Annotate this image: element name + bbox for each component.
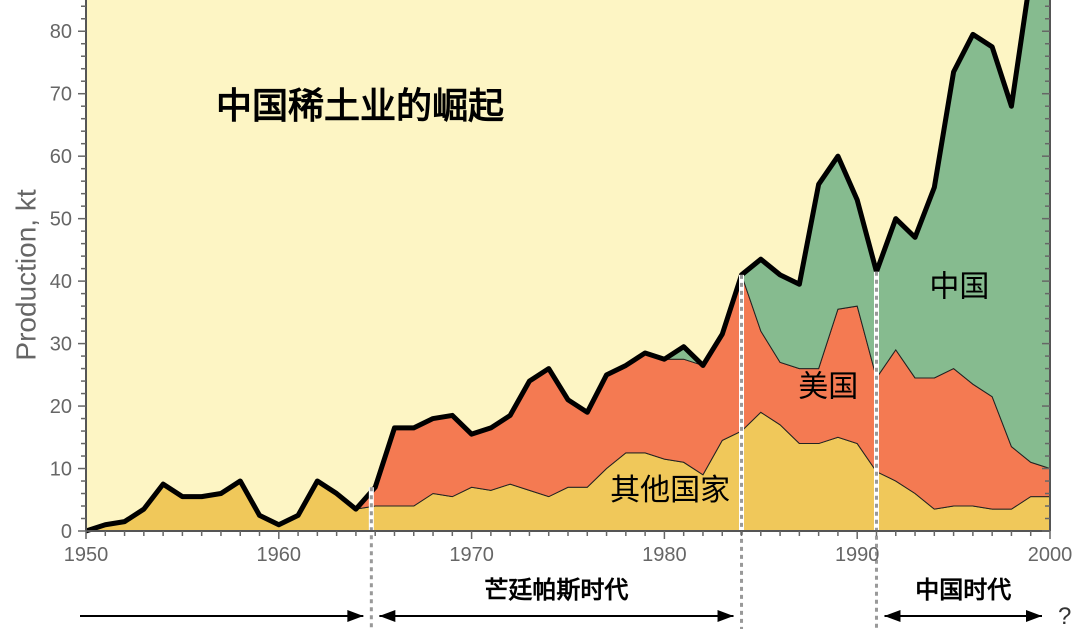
- question-mark: ?: [1058, 603, 1071, 629]
- chart-title: 中国稀土业的崛起: [216, 86, 505, 127]
- axes: [78, 0, 1051, 539]
- y-tick-label: 10: [50, 459, 72, 481]
- x-tick-label: 1990: [835, 544, 880, 566]
- x-tick-label: 1960: [257, 544, 302, 566]
- y-tick-label: 50: [50, 209, 72, 231]
- y-tick-label: 60: [50, 146, 72, 168]
- tick-labels: 1950 1960 1970 1980 1990 2000 0 10 20 30 40 50 60 70 8…: [50, 21, 1073, 566]
- y-tick-label: 30: [50, 334, 72, 356]
- region-label-usa: 美国: [798, 370, 858, 405]
- region-label-china: 中国: [929, 270, 989, 305]
- y-tick-label: 0: [61, 521, 72, 543]
- x-tick-label: 1950: [64, 544, 109, 566]
- arrow-head: [347, 610, 364, 622]
- region-label-others: 其他国家: [610, 473, 730, 508]
- x-tick-label: 1970: [449, 544, 494, 566]
- y-tick-label: 40: [50, 271, 72, 293]
- era-arrows: 芒廷帕斯时代 中国时代: [80, 576, 1042, 622]
- arrow-head: [884, 610, 901, 622]
- era-label: 中国时代: [915, 576, 1011, 604]
- y-tick-label: 20: [50, 396, 72, 418]
- era-label: 芒廷帕斯时代: [484, 576, 628, 604]
- x-tick-label: 2000: [1028, 544, 1073, 566]
- y-tick-label: 80: [50, 21, 72, 43]
- total-production-line: [85, 0, 1030, 534]
- y-tick-label: 70: [50, 84, 72, 106]
- era-divider-lines: [368, 271, 879, 629]
- y-axis-label: Production, kt: [10, 189, 41, 360]
- arrow-head: [1026, 610, 1042, 622]
- x-tick-label: 1980: [642, 544, 687, 566]
- arrow-head: [379, 610, 396, 622]
- arrow-head: [717, 610, 734, 622]
